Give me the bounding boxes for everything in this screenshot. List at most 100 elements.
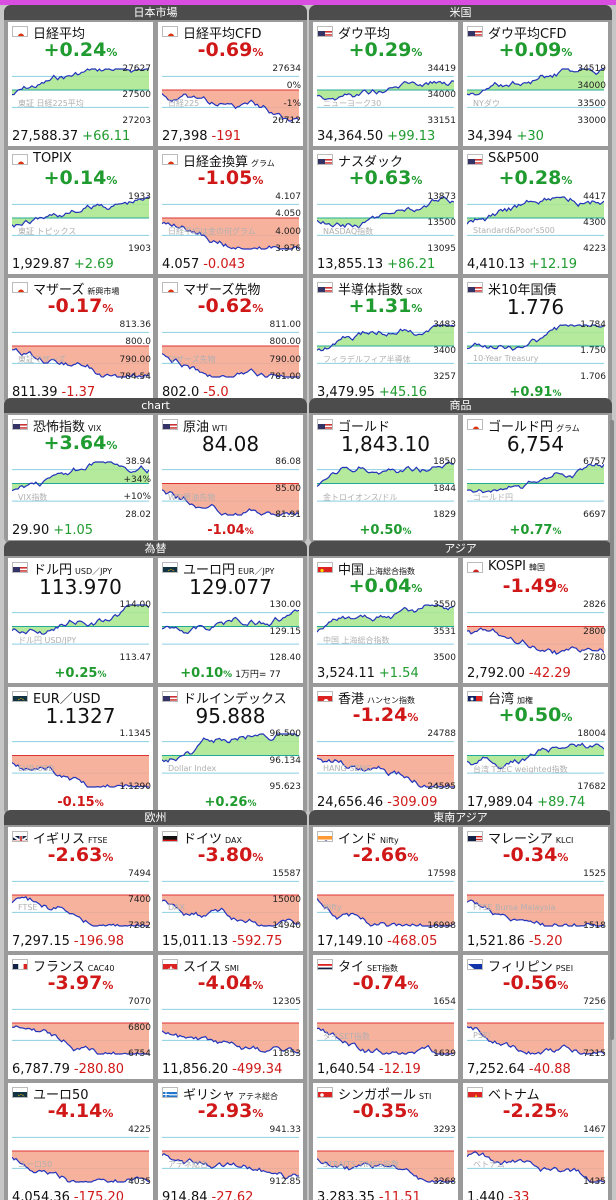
price: 6,787.79 bbox=[12, 1062, 70, 1077]
market-sub: 韓国 bbox=[528, 563, 545, 572]
th-flag-icon bbox=[317, 959, 333, 970]
axis-label: -1% bbox=[283, 98, 301, 109]
price-row: 914.84 -27.62 bbox=[162, 1190, 253, 1200]
fr-flag-icon bbox=[12, 959, 28, 970]
market-tile[interactable]: 日経平均CFD -0.69% 日経225 27634 0% -1% 26712 27,398-… bbox=[158, 22, 303, 146]
panel-title: 欧州 bbox=[4, 810, 307, 825]
price-chart bbox=[162, 729, 299, 792]
market-tile[interactable]: タイ SET指数 -0.74% タイSET指数 1654 1639 1,640.54 -12.… bbox=[313, 955, 458, 1079]
market-tile[interactable]: ドルインデックス 95.888 Dollar Index 96.500 96.134 95… bbox=[158, 687, 303, 812]
axis-label: 0% bbox=[286, 81, 301, 92]
price: 17,149.10 bbox=[317, 934, 384, 949]
market-tile[interactable]: マザーズ先物 -0.62% マザーズ先物 811.00 800.00 790.00 781.… bbox=[158, 278, 303, 402]
axis-label: 33151 bbox=[427, 116, 456, 126]
market-tile[interactable]: イギリス FTSE -2.63% FTSE 7494 7400 7282 7,297.15 -1… bbox=[8, 827, 153, 951]
percent-change: -0.74% bbox=[352, 972, 419, 994]
chart-watermark: NASDAQ指数 bbox=[323, 227, 374, 237]
market-tile[interactable]: マレーシア KLCI -0.34% FTSE Bursa Malaysia 1525 15… bbox=[463, 827, 608, 951]
axis-label: 13500 bbox=[427, 218, 456, 228]
market-tile[interactable]: 半導体指数 SOX +1.31% フィラデルフィア半導体 3483 3400 3257 3,4… bbox=[313, 278, 458, 402]
market-sub: KLCI bbox=[555, 836, 574, 845]
price-row: 3,479.95 +45.16 bbox=[317, 385, 427, 400]
axis-label: 24788 bbox=[427, 729, 456, 739]
price-chart bbox=[12, 1125, 149, 1187]
chart-watermark: 台湾 TSEC weighted指数 bbox=[473, 764, 568, 774]
market-tile[interactable]: ギリシャ アテネ総合 -2.93% アテネ総合 941.33 912.85 914.84 -2… bbox=[158, 1083, 303, 1200]
change: -27.62 bbox=[211, 1190, 254, 1200]
market-tile[interactable]: ゴールド 1,843.10 金トロイオンス/ドル 1850 1844 1829 +0.50% bbox=[313, 415, 458, 540]
market-tile[interactable]: ドル円 USD／JPY 113.970 ドル円 USD/JPY 114.00 113.47… bbox=[8, 558, 153, 683]
change: +12.19 bbox=[528, 257, 577, 272]
price-row: 3,283.35 -11.51 bbox=[317, 1190, 421, 1200]
axis-label: 13095 bbox=[427, 244, 456, 254]
market-tile[interactable]: マザーズ 新興市場 -0.17% 東証マザーズ 813.36 800.0 790.00 784… bbox=[8, 278, 153, 402]
market-tile[interactable]: 日経平均 +0.24% 東証 日経225平均 27627 27500 27203 27,58… bbox=[8, 22, 153, 146]
market-tile[interactable]: S&P500 +0.28% Standard&Poor's500 4417 4300 42… bbox=[463, 150, 608, 274]
price: 27,588.37 bbox=[12, 129, 79, 144]
chart-watermark: ゴールド円 bbox=[473, 492, 513, 502]
axis-label: 1903 bbox=[128, 244, 151, 254]
market-tile[interactable]: TOPIX +0.14% 東証 トピックス 1933 1903 1,929.87 +2.69 bbox=[8, 150, 153, 274]
jp-flag-icon bbox=[12, 282, 28, 293]
change: -40.88 bbox=[528, 1062, 571, 1077]
market-name: ゴールド bbox=[338, 420, 391, 435]
market-name: スイス SMI bbox=[183, 960, 239, 975]
market-tile[interactable]: EUR／USD 1.1327 EUR/USD 1.1345 1.1290 -0.15% bbox=[8, 687, 153, 812]
axis-label: 3257 bbox=[433, 372, 456, 382]
axis-label: 4.050 bbox=[275, 209, 301, 220]
in-flag-icon bbox=[317, 831, 333, 842]
market-tile[interactable]: 恐怖指数 VIX +3.64% VIX指数 38.94 +34% +10% 28.02 29.9… bbox=[8, 415, 153, 540]
market-tile[interactable]: シンガポール STI -0.35% STRAITS TIMES指数 3293 3268 3,… bbox=[313, 1083, 458, 1200]
percent-change: -1.49% bbox=[502, 575, 569, 597]
market-tile[interactable]: フランス CAC40 -3.97% 7070 6800 6754 6,787.79 -280.… bbox=[8, 955, 153, 1079]
market-tile[interactable]: ナスダック +0.63% NASDAQ指数 13873 13500 13095 13,855… bbox=[313, 150, 458, 274]
market-tile[interactable]: スイス SMI -4.04% 12305 11853 11,856.20 -499.34 bbox=[158, 955, 303, 1079]
axis-label: 912.85 bbox=[269, 1177, 302, 1187]
market-tile[interactable]: ダウ平均CFD +0.09% NYダウ 34519 34000 33500 33000 34,… bbox=[463, 22, 608, 146]
market-tile[interactable]: ベトナム -2.25% ベトナム 1467 1435 1,440 -33 bbox=[463, 1083, 608, 1200]
market-tile[interactable]: ダウ平均 +0.29% ニューヨーク30 34419 34000 33151 34,364.… bbox=[313, 22, 458, 146]
price: 2,792.00 bbox=[467, 666, 525, 681]
axis-label: 96.500 bbox=[269, 729, 302, 739]
price-row: 811.39 -1.37 bbox=[12, 385, 95, 400]
us-flag-icon bbox=[162, 691, 178, 702]
axis-label: 4.000 bbox=[275, 226, 301, 237]
jp-flag-icon bbox=[162, 154, 178, 165]
axis-label: 1518 bbox=[583, 921, 606, 931]
chart-watermark: Nifty bbox=[323, 903, 342, 913]
chart-watermark: 東証 日経225平均 bbox=[18, 99, 84, 109]
market-tile[interactable]: ユーロ円 EUR／JPY 129.077 130.00 129.15 128.40 +0.1… bbox=[158, 558, 303, 683]
us-flag-icon bbox=[317, 282, 333, 293]
market-tile[interactable]: ユーロ50 -4.14% ユーロ50 4225 4035 4,054.36 -175.20 bbox=[8, 1083, 153, 1200]
chart-watermark: タイSET指数 bbox=[323, 1032, 371, 1042]
scrollbar[interactable] bbox=[610, 420, 614, 1040]
market-tile[interactable]: 原油 WTI 84.08 WTI原油先物 86.08 85.00 81.91 -1.04% bbox=[158, 415, 303, 540]
market-tile[interactable]: インド Nifty -2.66% Nifty 17598 16998 17,149.10 -4… bbox=[313, 827, 458, 951]
market-tile[interactable]: ドイツ DAX -3.80% DAX 15587 15000 14940 15,011.13-… bbox=[158, 827, 303, 951]
market-name: フランス CAC40 bbox=[33, 960, 115, 975]
price-row: 1,440 -33 bbox=[467, 1190, 529, 1200]
axis-label: 3500 bbox=[433, 653, 456, 663]
market-tile[interactable]: 香港 ハンセン指数 -1.24% HANG SENG 24788 24595 24,656.… bbox=[313, 687, 458, 812]
market-tile[interactable]: 日経金換算 グラム -1.05% 日経平均は金の何グラム 4.107 4.050 4.000… bbox=[158, 150, 303, 274]
market-tile[interactable]: フィリピン PSEI -0.56% PSEi 7256 7215 7,252.64 -40.8… bbox=[463, 955, 608, 1079]
market-sub: USD／JPY bbox=[75, 567, 113, 576]
market-tile[interactable]: 米10年国債 1.776 10-Year Treasury 1.784 1.750 1.7… bbox=[463, 278, 608, 402]
axis-label: 28.02 bbox=[125, 510, 151, 520]
market-name: 日経金換算 グラム bbox=[183, 155, 275, 170]
axis-label: 1.1290 bbox=[119, 782, 152, 792]
percent-change: -2.25% bbox=[502, 1100, 569, 1122]
market-tile[interactable]: ゴールド円 グラム 6,754 ゴールド円 6757 6697 +0.77% bbox=[463, 415, 608, 540]
percent-change: -4.04% bbox=[197, 972, 264, 994]
us-flag-icon bbox=[317, 419, 333, 430]
percent-change: -2.63% bbox=[47, 844, 114, 866]
market-tile[interactable]: KOSPI 韓国 -1.49% 2826 2800 2780 2,792.00 -42.29 bbox=[463, 558, 608, 683]
percent-change: +0.04% bbox=[348, 575, 423, 597]
axis-label: 1829 bbox=[433, 510, 456, 520]
conversion-note: 1万円= 77 bbox=[235, 670, 281, 680]
market-tile[interactable]: 中国 上海総合指数 +0.04% 中国 上海総合指数 3550 3531 3500 3,524… bbox=[313, 558, 458, 683]
market-tile[interactable]: 台湾 加権 +0.50% 台湾 TSEC weighted指数 18004 17682 17… bbox=[463, 687, 608, 812]
axis-label: +10% bbox=[123, 492, 151, 503]
market-name: マレーシア KLCI bbox=[488, 832, 574, 847]
change: +1.05 bbox=[53, 523, 94, 538]
